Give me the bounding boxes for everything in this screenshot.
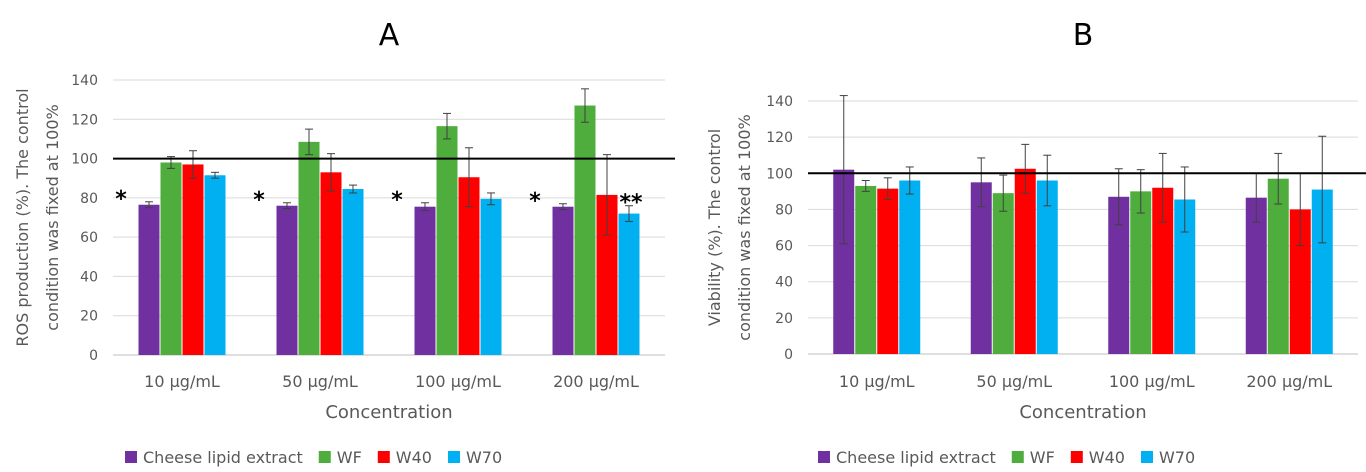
y-axis-label-line-1: Viability (%). The control bbox=[705, 129, 724, 326]
chart-panel-b: B 0 20 40 60 80 100 120 140 Viability (%). The co… bbox=[705, 18, 1366, 467]
bar-w40 bbox=[320, 172, 342, 355]
x-tick-label: 50 µg/mL bbox=[976, 372, 1052, 391]
significance-marker: * bbox=[253, 188, 265, 213]
legend-label: Cheese lipid extract bbox=[836, 448, 996, 467]
legend-swatch bbox=[377, 451, 390, 463]
legend-swatch bbox=[1011, 451, 1024, 463]
y-tick-label: 100 bbox=[71, 152, 98, 168]
bar-w40 bbox=[596, 194, 618, 355]
bar-w40 bbox=[1014, 168, 1036, 354]
legend-swatch bbox=[447, 451, 460, 463]
y-tick-label: 40 bbox=[775, 275, 793, 291]
bar-cheese-lipid-extract bbox=[1108, 196, 1130, 354]
bar-wf bbox=[855, 185, 877, 354]
y-tick-label: 80 bbox=[775, 202, 793, 218]
bar-cheese-lipid-extract bbox=[414, 206, 436, 355]
bar-cheese-lipid-extract bbox=[138, 204, 160, 355]
bar-w70 bbox=[1036, 180, 1058, 354]
chart-panel-a: A 0 20 40 60 80 100 120 140 ROS production (%). T… bbox=[13, 18, 675, 467]
y-axis-label-line-2: condition was fixed at 100% bbox=[735, 114, 754, 340]
legend-swatch bbox=[125, 451, 137, 463]
bar-cheese-lipid-extract bbox=[276, 205, 298, 355]
legend: Cheese lipid extract WF W40 W70 bbox=[818, 448, 1195, 467]
bar-w40 bbox=[1289, 209, 1311, 354]
y-tick-label: 40 bbox=[80, 269, 98, 285]
x-tick-label: 100 µg/mL bbox=[415, 372, 501, 391]
legend-label: W40 bbox=[396, 448, 432, 467]
y-axis-label-line-2: condition was fixed at 100% bbox=[43, 104, 62, 330]
y-tick-label: 20 bbox=[80, 309, 98, 325]
legend-label: W40 bbox=[1089, 448, 1125, 467]
bar-wf bbox=[160, 162, 182, 355]
bar-w70 bbox=[899, 180, 921, 354]
bar-w70 bbox=[480, 198, 502, 355]
bar-wf bbox=[574, 105, 596, 356]
x-tick-label: 200 µg/mL bbox=[553, 372, 639, 391]
significance-marker: ** bbox=[619, 191, 643, 216]
y-tick-label: 0 bbox=[89, 348, 98, 364]
x-tick-label: 10 µg/mL bbox=[144, 372, 220, 391]
bar-w70 bbox=[618, 213, 640, 355]
legend-label: WF bbox=[337, 448, 362, 467]
x-tick-label: 50 µg/mL bbox=[282, 372, 358, 391]
significance-marker: * bbox=[115, 187, 127, 212]
x-tick-label: 200 µg/mL bbox=[1246, 372, 1332, 391]
significance-marker: * bbox=[391, 188, 403, 213]
y-tick-label: 140 bbox=[71, 73, 98, 89]
bar-wf bbox=[1267, 178, 1289, 354]
bar-cheese-lipid-extract bbox=[970, 182, 992, 354]
bar-w70 bbox=[1311, 189, 1333, 354]
y-tick-label: 100 bbox=[766, 166, 793, 182]
panel-label: B bbox=[1073, 18, 1094, 53]
bar-wf bbox=[1130, 191, 1152, 354]
bar-cheese-lipid-extract bbox=[552, 206, 574, 355]
bar-wf bbox=[992, 193, 1014, 354]
y-tick-label: 140 bbox=[766, 94, 793, 110]
y-tick-label: 120 bbox=[71, 112, 98, 128]
bar-w40 bbox=[182, 164, 204, 355]
y-tick-label: 20 bbox=[775, 311, 793, 327]
legend-label: W70 bbox=[1159, 448, 1195, 467]
y-tick-label: 80 bbox=[80, 191, 98, 207]
x-tick-label: 10 µg/mL bbox=[839, 372, 915, 391]
bar-wf bbox=[298, 141, 320, 355]
y-tick-label: 0 bbox=[784, 347, 793, 363]
bar-wf bbox=[436, 126, 458, 356]
bar-w70 bbox=[1174, 199, 1196, 354]
significance-marker: * bbox=[529, 189, 541, 214]
bar-w70 bbox=[342, 189, 364, 355]
bar-cheese-lipid-extract bbox=[1245, 197, 1267, 354]
y-axis-label-line-1: ROS production (%). The control bbox=[13, 88, 32, 346]
legend-label: Cheese lipid extract bbox=[143, 448, 303, 467]
y-tick-label: 60 bbox=[775, 239, 793, 255]
legend-swatch bbox=[1070, 451, 1083, 463]
legend-swatch bbox=[318, 451, 331, 463]
legend: Cheese lipid extract WF W40 W70 bbox=[125, 448, 502, 467]
x-tick-label: 100 µg/mL bbox=[1109, 372, 1195, 391]
legend-swatch bbox=[1140, 451, 1153, 463]
legend-label: W70 bbox=[466, 448, 502, 467]
panel-label: A bbox=[379, 18, 400, 53]
legend-label: WF bbox=[1030, 448, 1055, 467]
x-axis-label: Concentration bbox=[325, 402, 452, 423]
bar-w40 bbox=[1152, 187, 1174, 354]
y-tick-label: 120 bbox=[766, 130, 793, 146]
legend-swatch bbox=[818, 451, 830, 463]
y-tick-label: 60 bbox=[80, 230, 98, 246]
bar-w40 bbox=[458, 177, 480, 355]
bar-cheese-lipid-extract bbox=[833, 169, 855, 354]
bar-w70 bbox=[204, 175, 226, 355]
x-axis-label: Concentration bbox=[1019, 402, 1146, 423]
bar-w40 bbox=[877, 188, 899, 354]
